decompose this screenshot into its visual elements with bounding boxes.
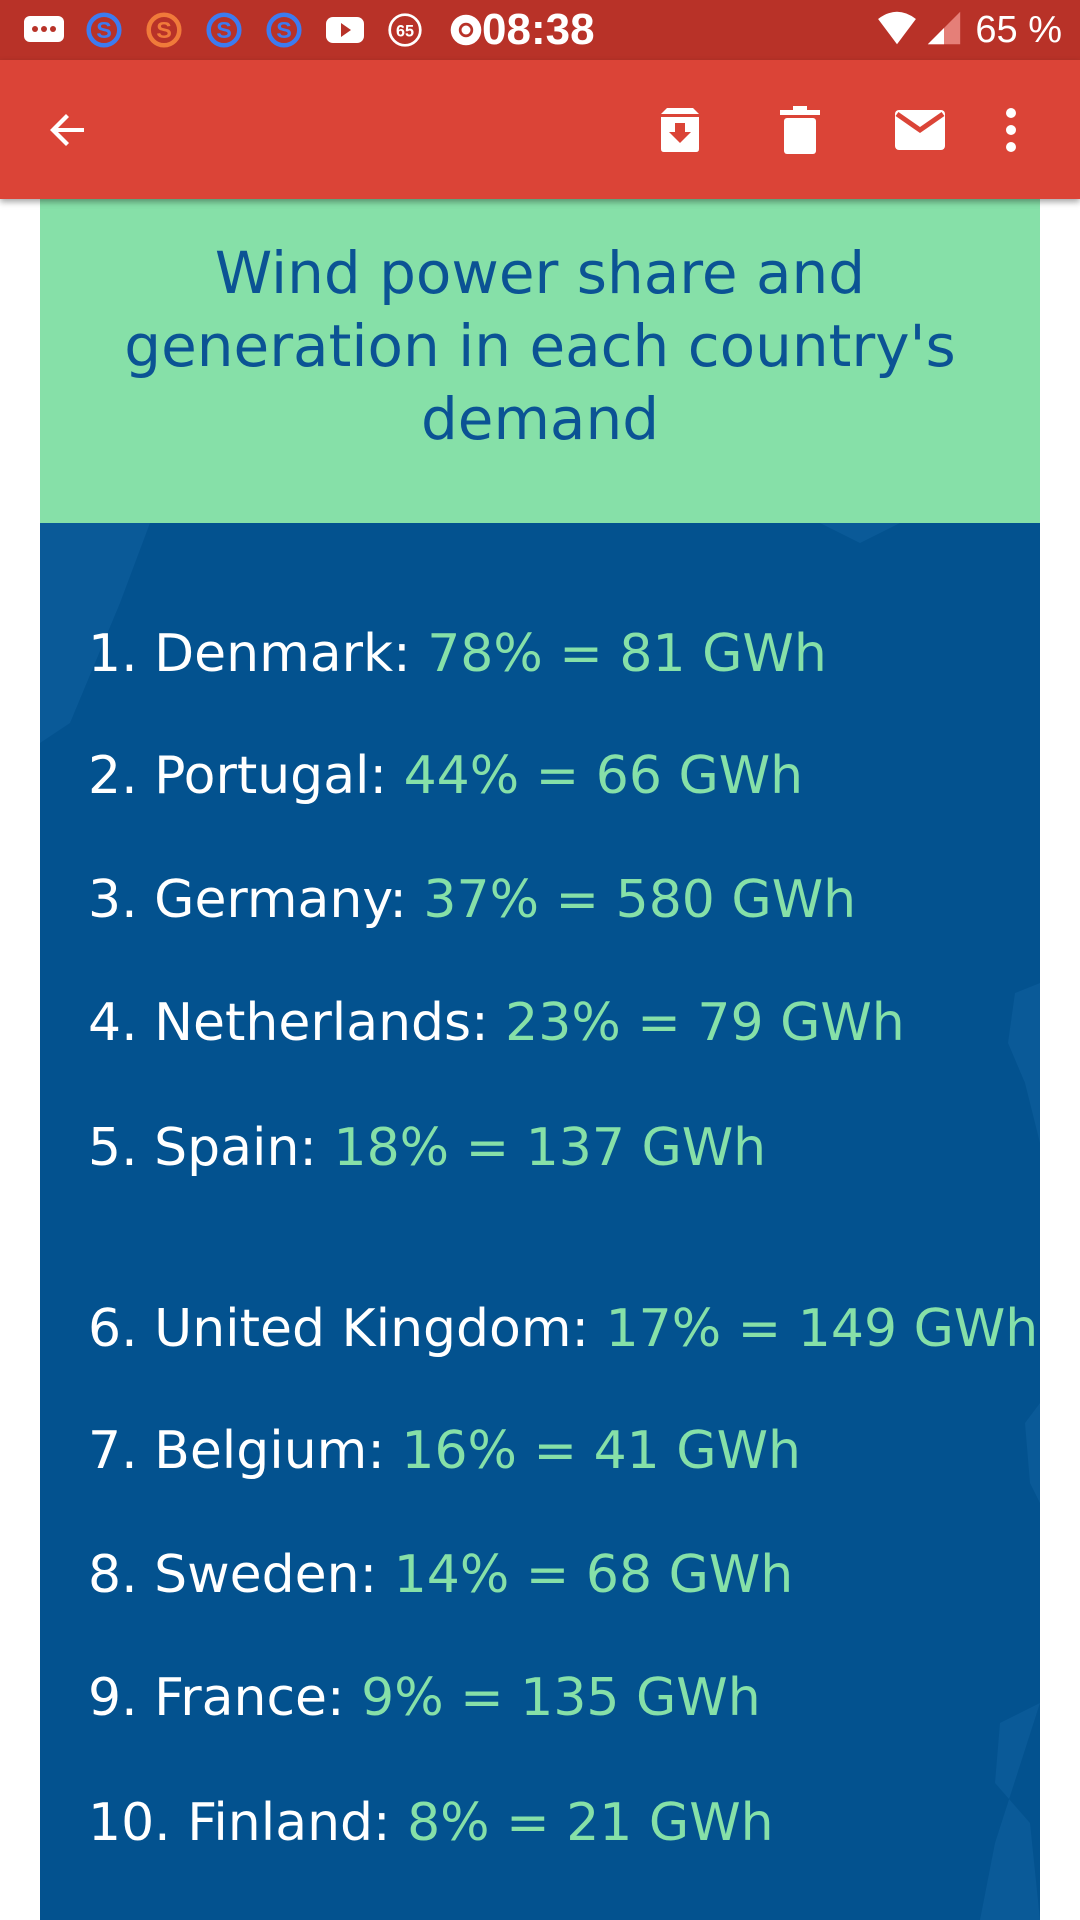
ranking-list: 1. Denmark: 78% = 81 GWh 2. Portugal: 44%… <box>40 523 1040 1920</box>
svg-text:S: S <box>96 17 112 43</box>
archive-icon <box>661 107 699 152</box>
country-label: 10. Finland: <box>88 1793 391 1853</box>
skype-icon: S <box>206 12 242 48</box>
list-item: 10. Finland: 8% = 21 GWh <box>88 1793 774 1853</box>
country-label: 7. Belgium: <box>88 1421 385 1481</box>
archive-button[interactable] <box>630 60 730 199</box>
email-body: Wind power share and generation in each … <box>40 199 1040 1920</box>
arrow-back-icon <box>50 113 84 146</box>
mail-icon <box>895 109 945 150</box>
share-value: 78% = 81 GWh <box>427 624 827 684</box>
share-value: 23% = 79 GWh <box>505 993 905 1053</box>
badge-65-icon: 65 <box>388 13 422 47</box>
more-options-button[interactable] <box>976 60 1046 199</box>
svg-text:S: S <box>276 17 292 43</box>
skype-icon: S <box>146 12 182 48</box>
share-value: 16% = 41 GWh <box>401 1421 801 1481</box>
list-item: 4. Netherlands: 23% = 79 GWh <box>88 993 905 1053</box>
clock: 08:38 <box>482 5 595 54</box>
map-background <box>40 523 1040 1920</box>
battery-percent: 65 % <box>975 9 1062 51</box>
messages-icon <box>24 16 64 42</box>
status-bar: S S S S 65 08:38 65 % <box>0 0 1080 60</box>
list-item: 9. France: 9% = 135 GWh <box>88 1668 761 1728</box>
country-label: 8. Sweden: <box>88 1545 378 1605</box>
skype-icon: S <box>86 12 122 48</box>
share-value: 18% = 137 GWh <box>333 1118 767 1178</box>
signal-icon <box>927 11 961 45</box>
svg-text:S: S <box>216 17 232 43</box>
more-vert-icon <box>1006 107 1016 152</box>
svg-text:65: 65 <box>396 22 414 40</box>
trash-icon <box>780 105 820 154</box>
country-label: 9. France: <box>88 1668 345 1728</box>
list-item: 8. Sweden: 14% = 68 GWh <box>88 1545 793 1605</box>
share-value: 17% = 149 GWh <box>605 1299 1039 1359</box>
header-banner: Wind power share and generation in each … <box>40 199 1040 523</box>
delete-button[interactable] <box>750 60 850 199</box>
back-button[interactable] <box>18 60 118 199</box>
header-title: Wind power share and generation in each … <box>124 239 956 453</box>
youtube-icon <box>326 17 364 43</box>
skype-icon: S <box>266 12 302 48</box>
country-label: 1. Denmark: <box>88 624 411 684</box>
chrome-icon <box>450 14 482 46</box>
country-label: 5. Spain: <box>88 1118 317 1178</box>
list-item: 6. United Kingdom: 17% = 149 GWh <box>88 1299 1038 1359</box>
list-item: 7. Belgium: 16% = 41 GWh <box>88 1421 801 1481</box>
country-label: 2. Portugal: <box>88 746 388 806</box>
list-item: 5. Spain: 18% = 137 GWh <box>88 1118 766 1178</box>
share-value: 8% = 21 GWh <box>407 1793 774 1853</box>
country-label: 4. Netherlands: <box>88 993 489 1053</box>
share-value: 9% = 135 GWh <box>361 1668 761 1728</box>
mark-unread-button[interactable] <box>870 60 970 199</box>
app-toolbar <box>0 60 1080 199</box>
share-value: 44% = 66 GWh <box>403 746 804 806</box>
svg-text:S: S <box>156 17 172 43</box>
country-label: 3. Germany: <box>88 870 407 930</box>
share-value: 37% = 580 GWh <box>423 870 857 930</box>
country-label: 6. United Kingdom: <box>88 1299 590 1359</box>
list-item: 2. Portugal: 44% = 66 GWh <box>88 746 803 806</box>
share-value: 14% = 68 GWh <box>393 1545 794 1605</box>
list-item: 1. Denmark: 78% = 81 GWh <box>88 624 827 684</box>
list-item: 3. Germany: 37% = 580 GWh <box>88 870 856 930</box>
wifi-icon <box>878 11 916 45</box>
